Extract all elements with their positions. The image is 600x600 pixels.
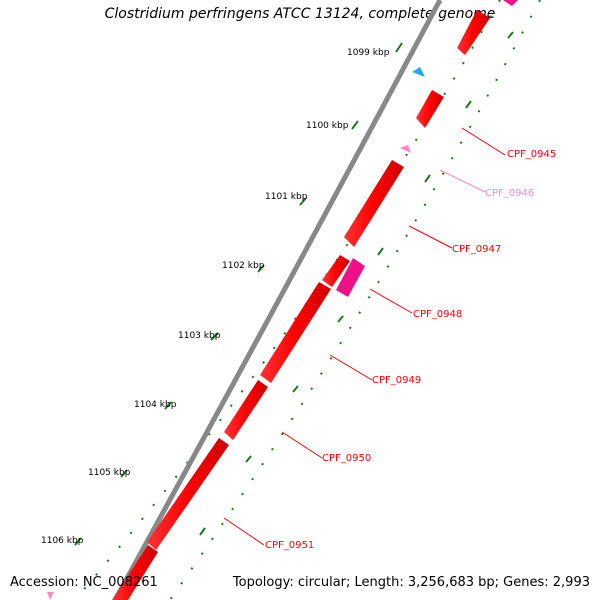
gene-label: CPF_0948 (413, 309, 462, 320)
genome-backbone (112, 0, 443, 600)
gene-cpf0950[interactable] (224, 380, 268, 440)
outer-ruler (74, 0, 501, 600)
gene-cpf0945[interactable] (416, 90, 444, 128)
tick-label-1100: 1100 kbp (306, 121, 349, 131)
tick-mark (257, 264, 265, 273)
gene-cpf0946[interactable] (400, 145, 411, 153)
gene-cpf0947b[interactable] (322, 255, 350, 287)
gene-label: CPF_0946 (485, 188, 534, 199)
tick-mark (210, 332, 219, 341)
gene-label: CPF_0945 (507, 149, 556, 160)
tick-mark (164, 401, 172, 410)
tick-label-1099: 1099 kbp (347, 48, 390, 58)
tick-group: 1099 kbp 1100 kbp 1101 kbp 1102 kbp 1103… (41, 42, 403, 546)
gene-arrow[interactable] (503, 0, 518, 6)
tick-mark (120, 469, 128, 478)
gene-label: CPF_0951 (265, 540, 314, 551)
tick-label-1104: 1104 kbp (134, 400, 177, 410)
tick-mark (299, 197, 307, 206)
inner-ticks (199, 31, 514, 536)
gene-label: CPF_0949 (372, 375, 421, 386)
gene-labels: CPF_0945 CPF_0946 CPF_0947 CPF_0948 CPF_… (265, 149, 556, 551)
tick-label-1101: 1101 kbp (265, 192, 308, 202)
gene-cpf0951[interactable] (147, 438, 229, 550)
tick-label-1102: 1102 kbp (222, 261, 265, 271)
gene-features (47, 0, 518, 600)
tick-label-1103: 1103 kbp (178, 331, 221, 341)
gene-cpf0949[interactable] (260, 282, 331, 383)
genome-summary: Topology: circular; Length: 3,256,683 bp… (232, 575, 590, 590)
map-title: Clostridium perfringens ATCC 13124, comp… (104, 6, 496, 22)
tick-mark (351, 120, 359, 130)
gene-label: CPF_0947 (452, 244, 501, 255)
label-lines (223, 127, 506, 546)
tick-label-1105: 1105 kbp (88, 468, 131, 478)
accession-text: Accession: NC_008261 (10, 575, 158, 590)
gene-cpf0947[interactable] (344, 160, 404, 247)
gene-arrow[interactable] (47, 592, 54, 600)
gene-cpf0948[interactable] (336, 258, 365, 297)
gene-label: CPF_0950 (322, 453, 371, 464)
gene-arrow[interactable] (457, 10, 490, 55)
tick-mark (74, 537, 82, 546)
gene-arrow[interactable] (112, 545, 158, 600)
tick-label-1106: 1106 kbp (41, 536, 84, 546)
gene-small-blue[interactable] (412, 67, 425, 77)
tick-mark (395, 42, 403, 53)
inner-ruler (169, 0, 541, 600)
